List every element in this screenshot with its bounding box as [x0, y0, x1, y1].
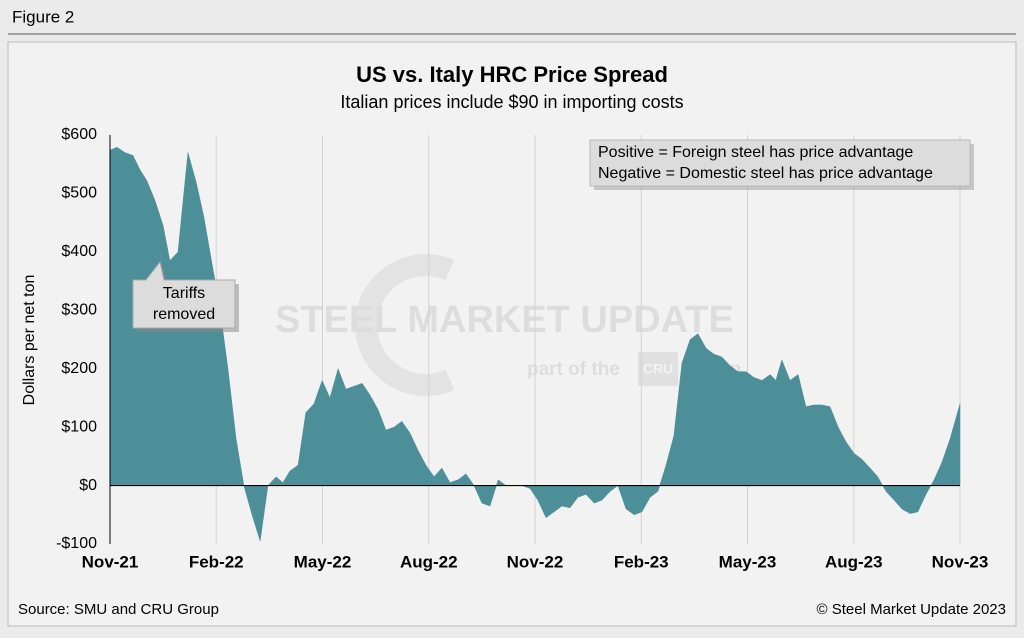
annotation-box — [132, 260, 236, 329]
y-tick-label: -$100 — [56, 535, 97, 552]
annotation-text: removed — [153, 306, 215, 323]
x-tick-label: May-22 — [294, 552, 352, 571]
annotation-text: Tariffs — [163, 285, 205, 302]
y-axis-label: Dollars per net ton — [21, 275, 38, 406]
note-line: Negative = Domestic steel has price adva… — [598, 165, 933, 182]
y-tick-label: $0 — [79, 477, 97, 494]
y-tick-label: $200 — [61, 360, 97, 377]
watermark-arc — [355, 254, 455, 396]
x-tick-label: Feb-23 — [614, 552, 669, 571]
watermark-logo — [638, 352, 678, 386]
y-tick-label: $600 — [61, 126, 97, 143]
copyright: © Steel Market Update 2023 — [817, 601, 1007, 618]
area — [109, 146, 961, 542]
x-tick-label: Feb-22 — [189, 552, 244, 571]
chart-title: US vs. Italy HRC Price Spread — [356, 62, 668, 87]
y-tick-label: $400 — [61, 243, 97, 260]
y-tick-label: $500 — [61, 185, 97, 202]
y-tick-label: $300 — [61, 302, 97, 319]
x-tick-label: Nov-21 — [82, 552, 139, 571]
watermark-logo-text: CRU — [643, 361, 673, 377]
y-tick-label: $100 — [61, 418, 97, 435]
x-tick-label: Aug-22 — [400, 552, 458, 571]
watermark: STEEL MARKET UPDATE part of the CRU Grou… — [275, 254, 741, 396]
x-tick-label: Aug-23 — [825, 552, 883, 571]
note-line: Positive = Foreign steel has price advan… — [598, 144, 913, 161]
source: Source: SMU and CRU Group — [18, 601, 219, 618]
x-tick-label: Nov-22 — [507, 552, 564, 571]
chart-subtitle: Italian prices include $90 in importing … — [340, 92, 683, 112]
x-tick-label: May-23 — [719, 552, 777, 571]
note-box — [589, 139, 971, 187]
x-tick-label: Nov-23 — [932, 552, 989, 571]
watermark-title: STEEL MARKET UPDATE — [275, 299, 734, 341]
plot: Nov-21 Feb-22 May-22 Aug-22 Nov-22 Feb-23 May-… — [56, 126, 988, 571]
watermark-sub: part of the — [527, 359, 620, 380]
figure-label: Figure 2 — [12, 7, 74, 26]
